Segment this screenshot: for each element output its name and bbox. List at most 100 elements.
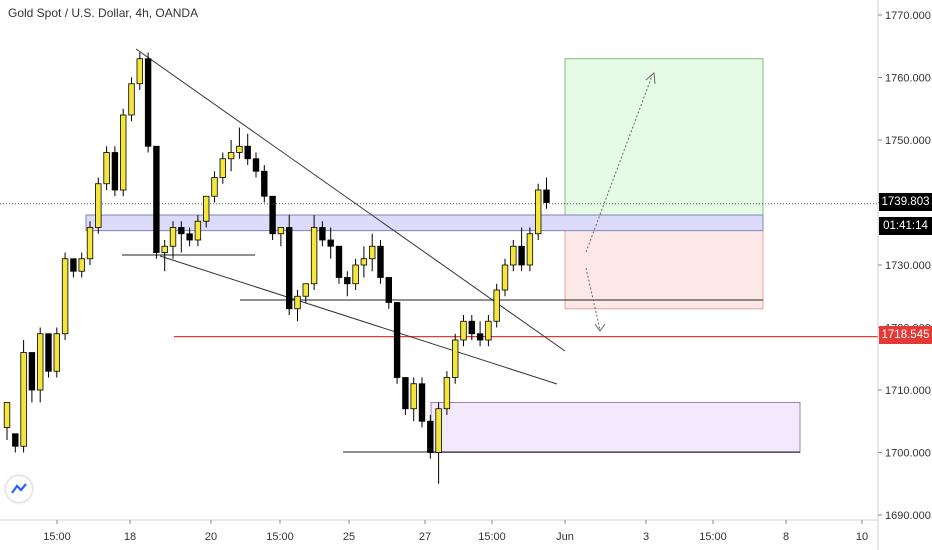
bullish-candle-body [368, 245, 376, 260]
target-zone [564, 58, 764, 228]
bullish-candle-body [86, 227, 94, 260]
candle [236, 127, 243, 159]
candle [78, 252, 85, 278]
candle [95, 177, 102, 234]
bearish-candle-body [468, 320, 475, 335]
candle [211, 171, 218, 203]
symbol-title: Gold Spot / U.S. Dollar, 4h, OANDA [8, 6, 199, 20]
stop-zone [564, 227, 764, 310]
bearish-candle-body [393, 302, 401, 378]
time-tick-label: 15:00 [478, 531, 506, 543]
bearish-candle-body [144, 58, 152, 147]
candle [219, 152, 226, 184]
candle [451, 333, 459, 384]
candle [402, 377, 409, 415]
candle [485, 315, 492, 347]
bullish-candle-body [435, 408, 442, 453]
candle [327, 227, 334, 259]
candle [543, 177, 550, 209]
bearish-candle-body [418, 383, 426, 422]
price-tick-label: 1700.000 [885, 448, 931, 460]
bullish-candle-body [161, 245, 168, 253]
candle [261, 165, 268, 203]
candle [86, 221, 94, 265]
candle [335, 245, 343, 284]
bullish-candle-body [460, 320, 467, 341]
time-tick-label: 18 [124, 531, 136, 543]
bullish-candle-body [211, 177, 218, 197]
candle [70, 258, 77, 278]
candle [526, 227, 534, 272]
price-tick-label: 1710.000 [885, 385, 931, 397]
bullish-candle-body [277, 227, 285, 235]
candle [111, 146, 119, 197]
bearish-candle-body [153, 145, 160, 253]
bullish-candle-body [501, 264, 509, 291]
candle [269, 195, 276, 240]
bullish-candle-body [410, 383, 417, 410]
bullish-candle-body [136, 58, 143, 85]
candle [302, 283, 309, 303]
bullish-candle-body [103, 152, 110, 185]
candle [45, 333, 52, 378]
bullish-candle-body [310, 227, 318, 285]
candle [285, 215, 293, 315]
candle [310, 215, 318, 290]
time-tick-label: Jun [556, 531, 574, 543]
bearish-candle-body [285, 227, 293, 310]
time-tick-label: 20 [205, 531, 217, 543]
candle [252, 152, 260, 178]
bearish-candle-body [518, 245, 525, 266]
candle [61, 252, 69, 340]
bullish-candle-body [526, 233, 534, 266]
bearish-candle-body [252, 158, 260, 172]
candle [410, 377, 417, 422]
candle [277, 227, 285, 247]
candle [3, 402, 11, 440]
bearish-candle-body [543, 189, 550, 203]
bullish-candle-body [510, 245, 517, 266]
candle [120, 108, 127, 197]
bearish-candle-body [427, 420, 434, 453]
supply-zone [85, 214, 764, 232]
bullish-candle-body [61, 258, 69, 335]
candle [20, 340, 27, 453]
candle [385, 277, 392, 309]
price-axis[interactable]: 1770.0001760.0001750.0001740.0001730.000… [878, 10, 931, 522]
candle [12, 433, 19, 453]
bullish-candle-body [53, 333, 60, 372]
candle [53, 327, 60, 378]
bullish-candle-body [485, 320, 492, 341]
bullish-candle-body [535, 189, 542, 235]
bearish-candle-body [377, 245, 384, 278]
candle [144, 52, 152, 153]
candle [153, 145, 160, 259]
time-tick-label: 27 [419, 531, 431, 543]
candle [37, 327, 44, 403]
tradingview-logo-icon[interactable] [6, 476, 32, 502]
bearish-candle-body [402, 377, 409, 410]
lower-trendline [159, 255, 558, 385]
bearish-candle-body [186, 233, 193, 241]
bearish-candle-body [385, 277, 392, 303]
candle [418, 377, 426, 428]
bullish-candle-body [352, 264, 359, 285]
bullish-candle-body [451, 339, 459, 378]
price-tick-label: 1690.000 [885, 510, 931, 522]
candle [360, 246, 368, 278]
bullish-candle-body [219, 158, 226, 178]
time-tick-label: 15:00 [266, 531, 294, 543]
candle [161, 240, 168, 272]
time-tick-label: 3 [643, 531, 649, 543]
time-axis[interactable]: 15:00 18 20 15:00 25 27 15:00 Jun 3 15:00 8 10 [43, 520, 868, 543]
candles-layer [3, 52, 550, 484]
time-tick-label: 10 [856, 531, 868, 543]
bearish-candle-body [12, 433, 19, 447]
bearish-candle-body [178, 227, 185, 235]
bullish-candle-body [37, 333, 44, 391]
candle [136, 52, 143, 90]
candle [103, 146, 110, 190]
candle [128, 77, 135, 122]
candle [377, 240, 384, 284]
